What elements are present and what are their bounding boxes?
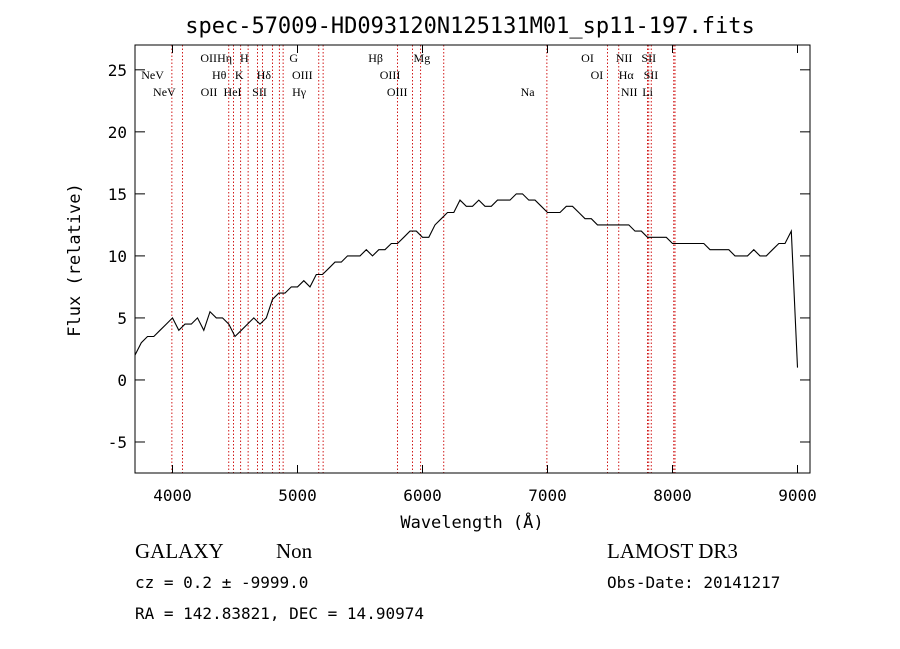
line-label-7: K (235, 68, 244, 82)
line-label-5: Hθ (212, 68, 227, 82)
x-axis-ticks: 4000 5000 6000 7000 8000 9000 (153, 45, 817, 505)
chart-title: spec-57009-HD093120N125131M01_sp11-197.f… (185, 14, 755, 39)
line-label-21: NII (616, 51, 633, 65)
x-tick-label-5000: 5000 (278, 486, 317, 505)
line-label-13: Hγ (292, 85, 307, 99)
coordinates-text: RA = 142.83821, DEC = 14.90974 (135, 604, 424, 623)
obs-date-text: Obs-Date: 20141217 (607, 573, 780, 592)
line-label-9: Hδ (257, 68, 272, 82)
line-label-6: H (240, 51, 249, 65)
line-label-2: OII (200, 51, 217, 65)
line-label-24: SII (641, 51, 656, 65)
y-tick-label-25: 25 (108, 61, 127, 80)
subclass-label: Non (276, 539, 313, 563)
line-labels: NeVNeVOIIOIIHηHθHKHeIHδSIIGOIIIHγHβOIIIO… (141, 51, 658, 99)
line-label-18: Na (521, 85, 536, 99)
y-tick-label-20: 20 (108, 123, 127, 142)
emission-lines (171, 45, 676, 473)
redshift-text: cz = 0.2 ± -9999.0 (135, 573, 308, 592)
y-tick-label-5: 5 (117, 309, 127, 328)
y-tick-label--5: -5 (108, 433, 127, 452)
spectrum-line-group (134, 193, 799, 368)
line-label-22: Hα (619, 68, 635, 82)
line-label-16: OIII (387, 85, 408, 99)
survey-label: LAMOST DR3 (607, 539, 738, 563)
line-label-26: Li (642, 85, 653, 99)
line-label-20: OI (591, 68, 604, 82)
line-label-14: Hβ (368, 51, 383, 65)
line-label-4: Hη (217, 51, 232, 65)
line-label-0: NeV (153, 85, 176, 99)
line-label-8: HeI (224, 85, 242, 99)
y-tick-label-0: 0 (117, 371, 127, 390)
line-label-11: G (289, 51, 298, 65)
line-label-3: OII (201, 85, 218, 99)
y-axis-ticks: -5 0 5 10 15 20 25 (108, 61, 810, 452)
x-tick-label-6000: 6000 (403, 486, 442, 505)
line-label-12: OIII (292, 68, 313, 82)
spectrum-line (134, 193, 799, 368)
x-axis-label: Wavelength (Å) (400, 511, 543, 533)
line-label-17: Mg (414, 51, 431, 65)
class-label: GALAXY (135, 539, 224, 563)
line-label-19: OI (581, 51, 594, 65)
y-axis-label: Flux (relative) (65, 183, 85, 337)
y-tick-label-10: 10 (108, 247, 127, 266)
x-tick-label-7000: 7000 (528, 486, 567, 505)
line-label-25: SII (644, 68, 659, 82)
line-label-23: NII (621, 85, 638, 99)
line-label-15: OIII (380, 68, 401, 82)
x-tick-label-8000: 8000 (653, 486, 692, 505)
line-label-10: SII (252, 85, 267, 99)
line-label-1: NeV (141, 68, 164, 82)
x-tick-label-4000: 4000 (153, 486, 192, 505)
plot-frame (134, 44, 811, 474)
y-tick-label-15: 15 (108, 185, 127, 204)
x-tick-label-9000: 9000 (778, 486, 817, 505)
